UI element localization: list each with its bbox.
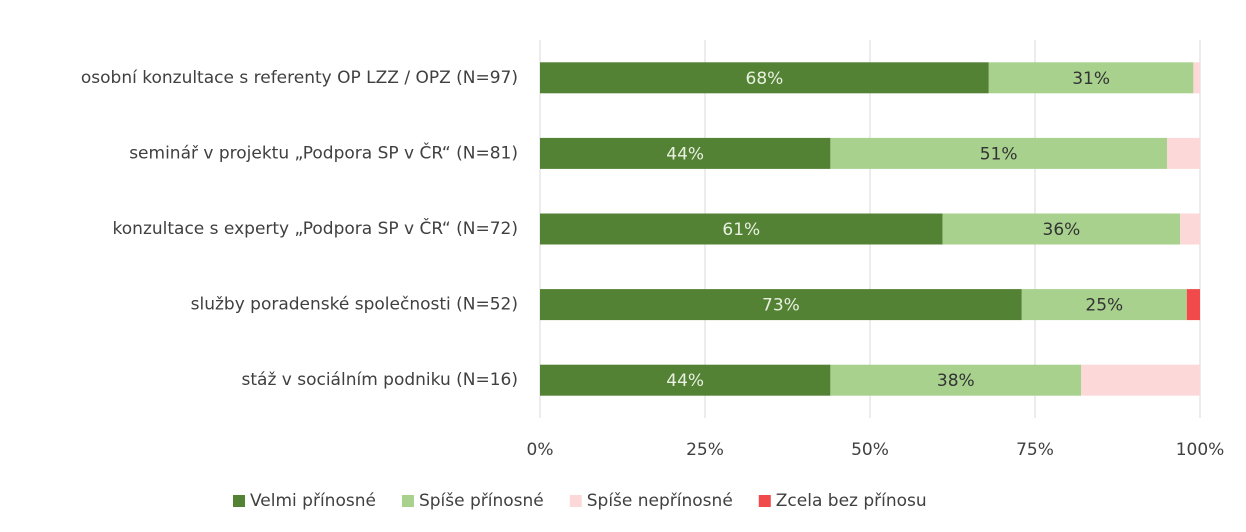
bar-segment [1180, 213, 1200, 245]
x-tick-label: 75% [1016, 440, 1054, 460]
category-label: služby poradenské společnosti (N=52) [191, 295, 518, 315]
bar-segment [540, 62, 989, 94]
bar-segment [830, 364, 1082, 396]
bar-segment [1193, 62, 1200, 94]
data-label: 38% [937, 371, 975, 391]
data-label: 36% [1043, 220, 1081, 240]
x-tick-label: 50% [851, 440, 889, 460]
data-label: 73% [762, 296, 800, 316]
data-label: 31% [1072, 69, 1110, 89]
bar-segment [540, 289, 1022, 321]
legend-label: Zcela bez přínosu [776, 491, 927, 511]
x-tick-label: 100% [1176, 440, 1225, 460]
data-label: 68% [746, 69, 784, 89]
bar-segment [540, 137, 831, 169]
bar-segment [830, 137, 1167, 169]
data-label: 44% [666, 144, 704, 164]
legend-swatch [758, 495, 771, 507]
bar-segment [1021, 289, 1187, 321]
bar-segment [540, 213, 943, 245]
legend-swatch [233, 495, 245, 507]
x-tick-label: 0% [527, 440, 554, 460]
bar-segment [1167, 137, 1200, 169]
data-label: 61% [722, 220, 760, 240]
data-label: 44% [666, 371, 704, 391]
data-label: 51% [980, 144, 1018, 164]
category-label: osobní konzultace s referenty OP LZZ / O… [81, 68, 518, 88]
bar-segment [942, 213, 1181, 245]
bar-segment [1081, 364, 1200, 396]
legend-label: Velmi přínosné [250, 491, 376, 511]
legend-swatch [401, 495, 414, 507]
category-label: stáž v sociálním podniku (N=16) [242, 370, 519, 390]
bar-segment [988, 62, 1194, 94]
category-label: seminář v projektu „Podpora SP v ČR“ (N=… [129, 141, 518, 163]
bar-segment [540, 364, 831, 396]
data-label: 25% [1085, 296, 1123, 316]
legend-label: Spíše nepřínosné [587, 491, 733, 511]
bar-segment [1186, 289, 1200, 321]
legend-label: Spíše přínosné [419, 491, 544, 511]
category-label: konzultace s experty „Podpora SP v ČR“ (… [113, 217, 518, 239]
x-tick-label: 25% [686, 440, 724, 460]
legend-swatch [569, 495, 582, 507]
